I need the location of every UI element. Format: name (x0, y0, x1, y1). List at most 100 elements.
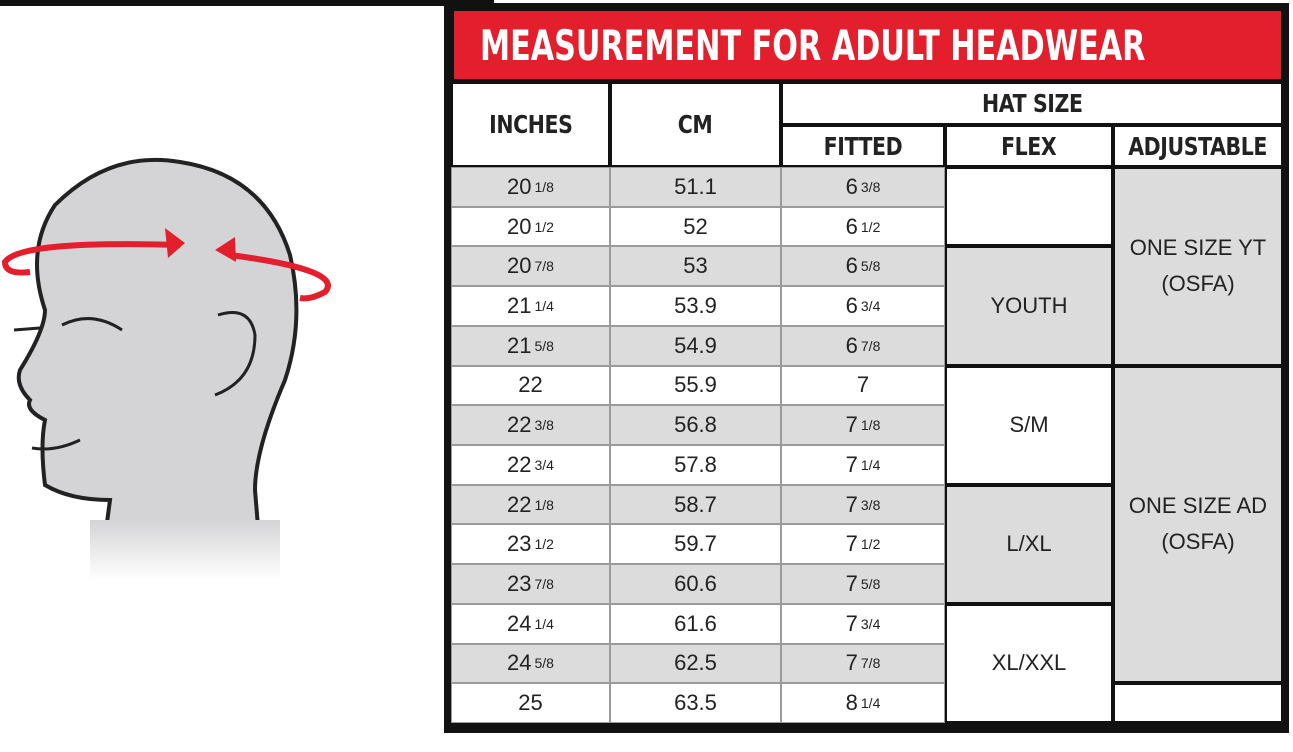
title: MEASUREMENT FOR ADULT HEADWEAR (480, 20, 1146, 70)
fraction: 3/4 (534, 456, 554, 473)
cell-value: 51.1 (674, 174, 717, 200)
fitted-cell: 7 1/8 (781, 405, 945, 445)
fitted-cell: 6 5/8 (781, 246, 945, 287)
header-adjustable: ADJUSTABLE (1113, 125, 1283, 167)
whole: 6 (845, 253, 858, 279)
header-cm: CM (610, 82, 781, 167)
adjustable-label: (OSFA) (1161, 271, 1235, 297)
cell-value: 7 1/2 (846, 531, 881, 557)
fitted-cell: 7 3/8 (781, 484, 945, 525)
adjustable-group: ONE SIZE YT (OSFA) (1113, 167, 1283, 366)
cm-cell: 53.9 (610, 286, 781, 326)
value: 59.7 (674, 531, 717, 557)
header-text: CM (678, 110, 713, 139)
header-text: FITTED (823, 131, 903, 161)
fraction: 1/8 (534, 178, 554, 195)
fitted-cell: 7 5/8 (781, 564, 945, 604)
header-fitted: FITTED (781, 125, 945, 167)
cell-value: 22 (518, 372, 542, 398)
fraction: 3/4 (860, 615, 881, 632)
whole: 22 (507, 491, 532, 517)
cell-value: 6 3/8 (846, 174, 881, 200)
cell-value: 55.9 (674, 372, 717, 398)
cell-value: 22 3/4 (507, 452, 554, 478)
cell-value: 20 7/8 (507, 253, 554, 279)
cell-value: 20 1/8 (507, 174, 554, 200)
fraction: 1/4 (860, 695, 881, 712)
fitted-cell: 7 (781, 365, 945, 406)
cell-value: 6 1/2 (846, 214, 881, 240)
flex-label: L/XL (1006, 531, 1052, 557)
fraction: 1/2 (534, 536, 554, 553)
header-text: ADJUSTABLE (1128, 131, 1268, 161)
whole: 23 (507, 531, 532, 557)
inches-cell: 22 3/4 (451, 445, 610, 485)
fitted-cell: 8 1/4 (781, 683, 945, 723)
fitted-cell: 7 7/8 (781, 643, 945, 684)
fraction: 1/2 (860, 218, 881, 235)
cm-cell: 58.7 (610, 484, 781, 525)
fraction: 1/4 (534, 615, 554, 632)
cm-cell: 63.5 (610, 683, 781, 723)
whole: 22 (507, 451, 532, 477)
fraction: 1/8 (860, 417, 881, 434)
adjustable-label: ONE SIZE YT (1129, 235, 1267, 261)
whole: 6 (845, 213, 858, 239)
value: 60.6 (674, 570, 717, 596)
whole: 7 (856, 372, 870, 398)
whole: 20 (507, 173, 532, 199)
cell-value: 22 1/8 (507, 492, 554, 518)
whole: 7 (845, 570, 858, 596)
cell-value: 6 3/4 (846, 293, 881, 319)
cm-cell: 51.1 (610, 167, 781, 207)
cell-value: 23 7/8 (507, 571, 554, 597)
flex-label: YOUTH (990, 292, 1068, 318)
inches-cell: 22 (451, 365, 610, 406)
fraction: 3/8 (860, 496, 881, 513)
fraction: 7/8 (860, 337, 881, 354)
cm-cell: 61.6 (610, 603, 781, 644)
inches-cell: 23 1/2 (451, 524, 610, 565)
cell-value: 52 (683, 214, 707, 240)
fraction: 1/2 (534, 218, 554, 235)
fitted-cell: 6 7/8 (781, 325, 945, 366)
cell-value: 54.9 (674, 333, 717, 359)
cell-value: 23 1/2 (507, 531, 554, 557)
value: 62.5 (674, 650, 717, 676)
cell-value: 21 1/4 (507, 293, 554, 319)
value: 57.8 (674, 451, 717, 477)
whole: 6 (845, 292, 858, 318)
fraction: 7/8 (534, 575, 554, 592)
whole: 23 (507, 570, 532, 596)
whole: 7 (845, 610, 858, 636)
head-illustration (1, 157, 331, 580)
inches-cell: 23 7/8 (451, 564, 610, 604)
fraction: 5/8 (860, 575, 881, 592)
fraction: 7/8 (534, 258, 554, 275)
cell-value: 7 7/8 (846, 650, 881, 676)
value: 51.1 (674, 173, 717, 199)
cm-cell: 56.8 (610, 405, 781, 445)
value: 63.5 (674, 690, 717, 716)
cm-cell: 60.6 (610, 564, 781, 604)
fraction: 5/8 (860, 258, 881, 275)
flex-group: S/M (945, 365, 1113, 485)
cell-value: 7 (857, 372, 869, 398)
inches-cell: 20 7/8 (451, 246, 610, 287)
fraction: 5/8 (534, 337, 554, 354)
group-divider (0, 0, 494, 2)
whole: 6 (845, 332, 858, 358)
fitted-cell: 6 3/4 (781, 286, 945, 326)
cell-value: 59.7 (674, 531, 717, 557)
inches-cell: 22 1/8 (451, 484, 610, 525)
cm-cell: 53 (610, 246, 781, 287)
whole: 20 (507, 213, 532, 239)
value: 53.9 (674, 292, 717, 318)
header-inches: INCHES (451, 82, 610, 167)
inches-cell: 25 (451, 683, 610, 723)
fitted-cell: 7 3/4 (781, 603, 945, 644)
inches-cell: 24 5/8 (451, 643, 610, 684)
cell-value: 20 1/2 (507, 214, 554, 240)
cell-value: 7 3/8 (846, 492, 881, 518)
flex-label: XL/XXL (991, 650, 1067, 676)
